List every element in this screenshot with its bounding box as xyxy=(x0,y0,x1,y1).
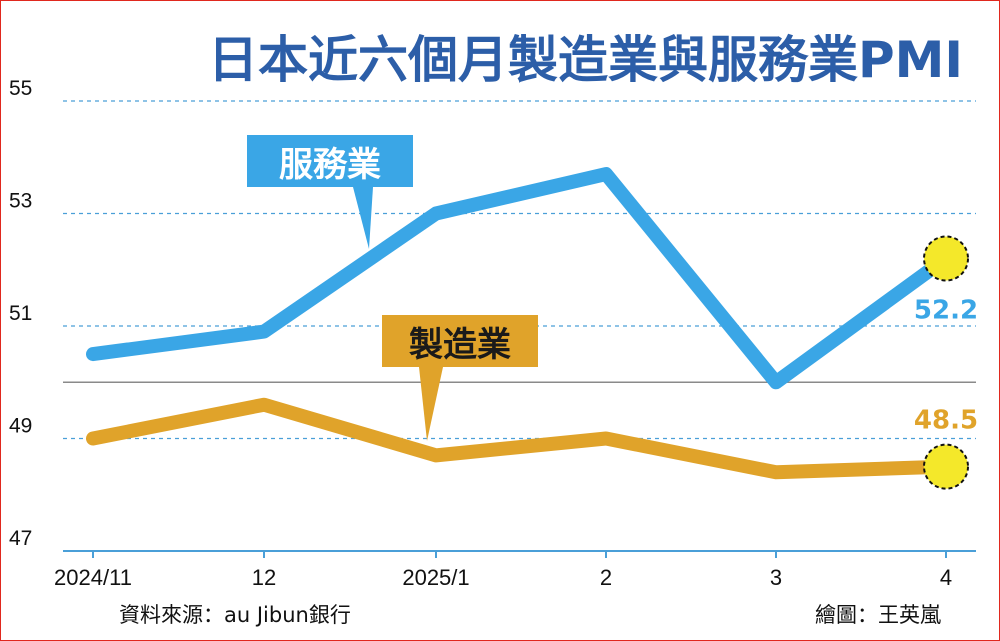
services-callout-label: 服務業 xyxy=(279,145,381,185)
series-line-services xyxy=(86,167,953,390)
manufacturing-callout-pointer xyxy=(419,367,443,441)
services-end-value: 52.2 xyxy=(914,296,978,326)
y-tick-label-49: 49 xyxy=(9,415,32,438)
source-note: 資料來源：au Jibun銀行 xyxy=(119,603,351,627)
y-tick-label-53: 53 xyxy=(9,190,32,213)
y-tick-label-55: 55 xyxy=(9,77,32,100)
x-tick-label-5: 4 xyxy=(940,565,952,590)
manufacturing-callout-label: 製造業 xyxy=(409,325,511,365)
services-callout-pointer xyxy=(353,187,373,249)
manufacturing-callout-box xyxy=(382,315,538,367)
services-callout-box xyxy=(247,135,413,187)
y-tick-label-51: 51 xyxy=(9,302,32,325)
manufacturing-end-value: 48.5 xyxy=(914,406,978,436)
x-tick-label-3: 2 xyxy=(600,565,612,590)
credit-note: 繪圖：王英嵐 xyxy=(815,603,941,627)
x-tick-label-0: 2024/11 xyxy=(54,565,132,590)
x-tick-label-2: 2025/1 xyxy=(402,565,469,590)
x-tick-label-1: 12 xyxy=(252,565,276,590)
manufacturing-end-marker xyxy=(923,443,969,490)
y-tick-label-47: 47 xyxy=(9,527,32,550)
x-tick-label-4: 3 xyxy=(770,565,782,590)
series-line-manufacturing xyxy=(86,397,953,480)
chart-title: 日本近六個月製造業與服務業PMI xyxy=(208,31,963,89)
services-end-marker xyxy=(923,235,969,282)
